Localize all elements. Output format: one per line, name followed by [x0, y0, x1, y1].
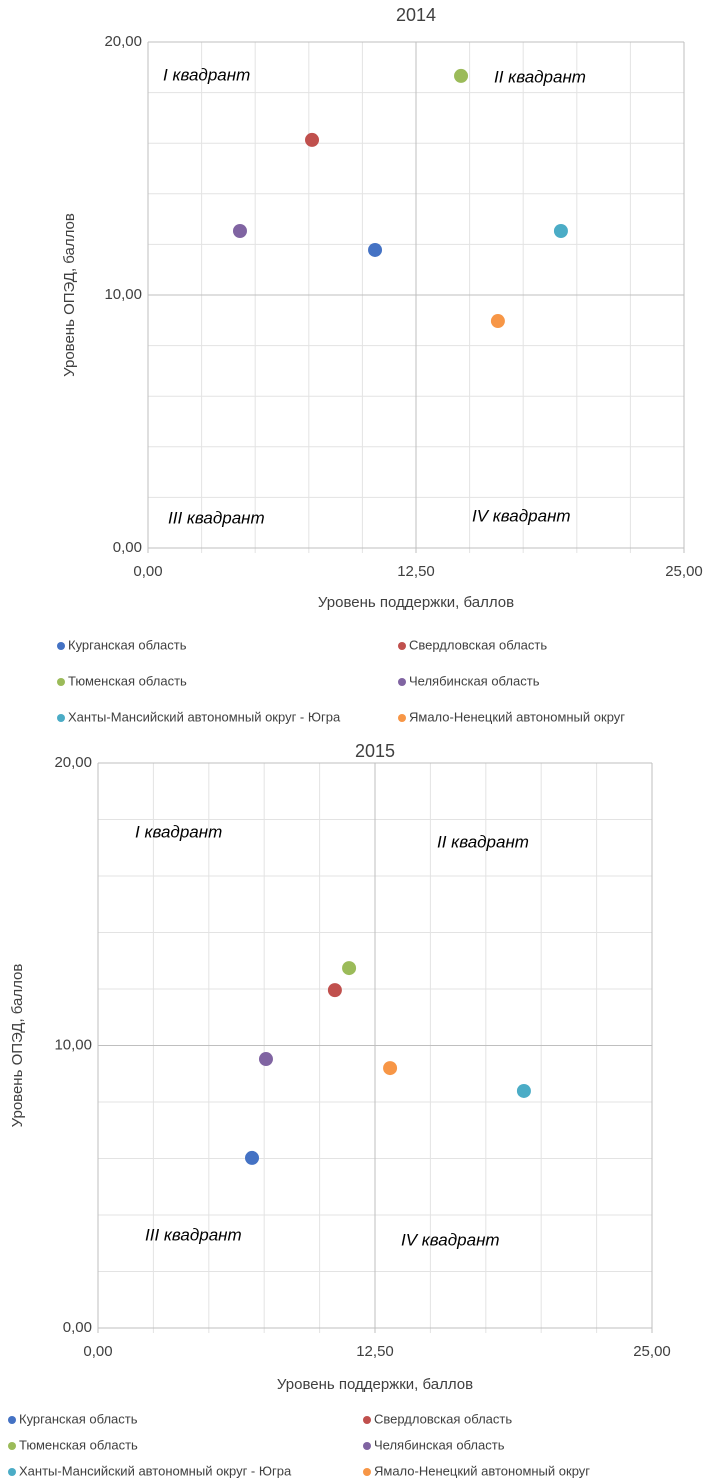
- point: [383, 1061, 398, 1076]
- point: [305, 132, 320, 147]
- point: [245, 1150, 260, 1165]
- annotation: I квадрант: [135, 822, 222, 841]
- x-tick-label: 12,50: [397, 563, 435, 580]
- annotation: II квадрант: [494, 67, 586, 86]
- y-tick-label: 10,00: [104, 286, 142, 303]
- legend-marker: [57, 642, 65, 650]
- x-tick-label: 25,00: [633, 1343, 671, 1360]
- legend-label: Свердловская область: [409, 637, 547, 652]
- chart-title: 2014: [396, 5, 436, 25]
- point: [327, 983, 342, 998]
- legend-label: Тюменская область: [19, 1437, 138, 1452]
- x-tick-label: 0,00: [83, 1343, 112, 1360]
- legend-label: Ямало-Ненецкий автономный округ: [374, 1463, 590, 1478]
- point: [232, 223, 247, 238]
- point: [368, 242, 383, 257]
- x-tick-label: 0,00: [133, 563, 162, 580]
- y-axis-title: Уровень ОПЭД, баллов: [9, 964, 26, 1128]
- y-axis-title: Уровень ОПЭД, баллов: [61, 213, 78, 377]
- x-axis-title: Уровень поддержки, баллов: [318, 594, 514, 611]
- point: [342, 961, 357, 976]
- point: [553, 223, 568, 238]
- legend-marker: [398, 714, 406, 722]
- legend-label: Ханты-Мансийский автономный округ - Югра: [68, 709, 341, 724]
- legend-marker: [57, 678, 65, 686]
- legend-label: Ямало-Ненецкий автономный округ: [409, 709, 625, 724]
- legend-label: Свердловская область: [374, 1411, 512, 1426]
- annotation: IV квадрант: [472, 506, 571, 525]
- y-tick-label: 20,00: [104, 33, 142, 50]
- annotation: IV квадрант: [401, 1230, 500, 1249]
- y-tick-label: 20,00: [54, 754, 92, 771]
- legend-label: Ханты-Мансийский автономный округ - Югра: [19, 1463, 292, 1478]
- point: [454, 68, 469, 83]
- legend-label: Челябинская область: [374, 1437, 505, 1452]
- x-tick-label: 25,00: [665, 563, 703, 580]
- point: [490, 314, 505, 329]
- legend-marker: [363, 1416, 371, 1424]
- annotation: I квадрант: [163, 65, 250, 84]
- annotation: II квадрант: [437, 832, 529, 851]
- legend-label: Курганская область: [68, 637, 187, 652]
- x-axis-title: Уровень поддержки, баллов: [277, 1376, 473, 1393]
- legend-marker: [363, 1442, 371, 1450]
- legend-marker: [8, 1442, 16, 1450]
- legend-marker: [8, 1416, 16, 1424]
- annotation: III квадрант: [145, 1225, 242, 1244]
- legend-marker: [57, 714, 65, 722]
- legend-marker: [398, 642, 406, 650]
- y-tick-label: 10,00: [54, 1036, 92, 1053]
- point: [516, 1083, 531, 1098]
- legend-label: Челябинская область: [409, 673, 540, 688]
- chart-title: 2015: [355, 741, 395, 761]
- y-tick-label: 0,00: [63, 1319, 92, 1336]
- legend-marker: [363, 1468, 371, 1476]
- legend-label: Тюменская область: [68, 673, 187, 688]
- annotation: III квадрант: [168, 508, 265, 527]
- point: [258, 1052, 273, 1067]
- legend-marker: [398, 678, 406, 686]
- y-tick-label: 0,00: [113, 539, 142, 556]
- x-tick-label: 12,50: [356, 1343, 394, 1360]
- legend-label: Курганская область: [19, 1411, 138, 1426]
- legend-marker: [8, 1468, 16, 1476]
